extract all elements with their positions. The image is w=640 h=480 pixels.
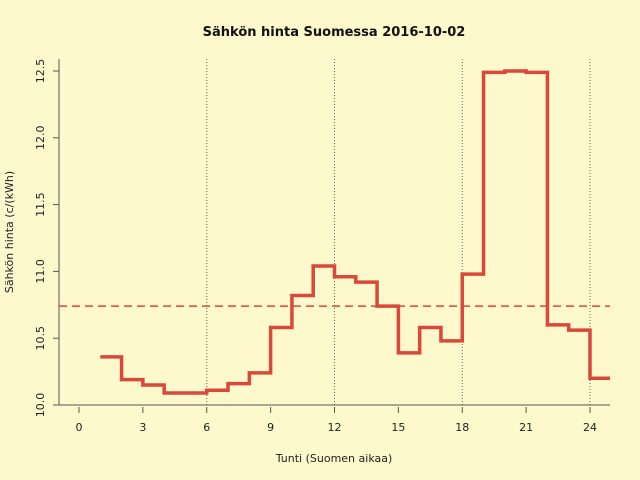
y-tick-label: 11.5 xyxy=(34,192,47,217)
x-tick-label: 0 xyxy=(76,421,83,434)
x-tick-label: 18 xyxy=(455,421,469,434)
y-tick-label: 11.0 xyxy=(34,259,47,284)
price-step-line xyxy=(100,69,610,395)
x-tick-label: 24 xyxy=(583,421,597,434)
x-axis-label: Tunti (Suomen aikaa) xyxy=(275,452,393,465)
y-tick-label: 12.5 xyxy=(34,59,47,84)
chart-title: Sähkön hinta Suomessa 2016-10-02 xyxy=(203,25,466,40)
x-tick-label: 21 xyxy=(519,421,533,434)
x-tick-label: 12 xyxy=(328,421,342,434)
y-tick-label: 10.5 xyxy=(34,326,47,351)
x-tick-label: 9 xyxy=(267,421,274,434)
x-tick-label: 3 xyxy=(139,421,146,434)
y-axis-label: Sähkön hinta (c/(kWh) xyxy=(3,171,16,293)
y-tick-label: 12.0 xyxy=(34,126,47,151)
y-tick-label: 10.0 xyxy=(34,393,47,418)
x-tick-label: 6 xyxy=(203,421,210,434)
x-tick-label: 15 xyxy=(391,421,405,434)
